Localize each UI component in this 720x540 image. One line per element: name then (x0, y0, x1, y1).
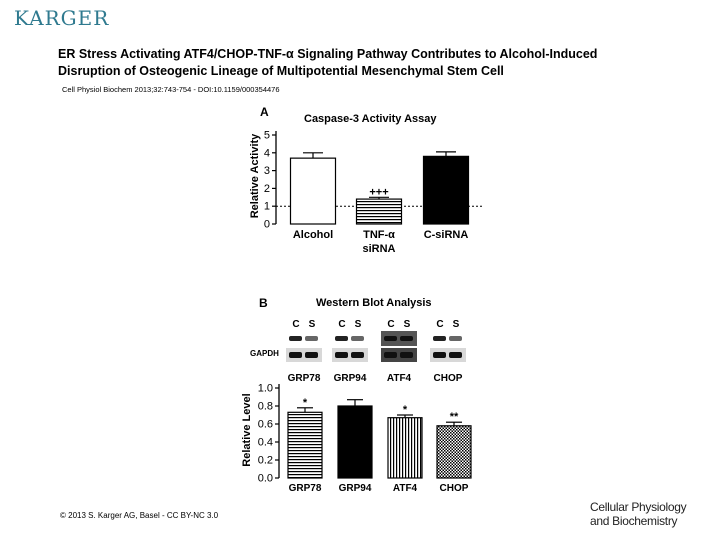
blot-lane-label: S (453, 319, 460, 330)
blot-lane-label: C (338, 319, 345, 330)
panel-a-y-tick-label: 5 (264, 130, 270, 142)
gapdh-band (351, 352, 364, 358)
panel-b-y-tick-label: 0.4 (258, 437, 273, 449)
blot-lane-label: S (404, 319, 411, 330)
panel-a-category-label: Alcohol (293, 229, 333, 241)
gapdh-band (289, 352, 302, 358)
gapdh-strip (430, 348, 466, 362)
citation: Cell Physiol Biochem 2013;32:743-754 - D… (62, 85, 280, 94)
blot-band (400, 336, 413, 341)
panel-a-y-tick-label: 2 (264, 183, 270, 195)
panel-a-category-label: siRNA (362, 243, 395, 255)
panel-b-significance-label: ** (450, 411, 459, 423)
panel-a-bar (422, 155, 470, 225)
journal-name-line-1: Cellular Physiology (590, 500, 687, 514)
journal-name: Cellular Physiology and Biochemistry (590, 500, 687, 528)
panel-a-letter: A (260, 105, 269, 119)
blot-lane-label: S (309, 319, 316, 330)
panel-b-chart: 0.0 0.2 0.4 0.6 0.8 1.0 * GRP78 GRP94 * ATF4 ** CHOP (258, 383, 472, 494)
blot-band (335, 336, 348, 341)
panel-a-y-tick-label: 4 (264, 147, 270, 159)
gapdh-label: GAPDH (250, 349, 279, 358)
gapdh-band (400, 352, 413, 358)
panel-a-significance-label: +++ (369, 186, 388, 198)
copyright: © 2013 S. Karger AG, Basel - CC BY-NC 3.… (60, 511, 219, 520)
panel-b-category-label: CHOP (440, 483, 469, 494)
blot-target-label: GRP94 (334, 373, 367, 384)
blot-target-label: ATF4 (387, 373, 412, 384)
karger-logo: KARGER (14, 6, 110, 30)
blot-lane-label: C (387, 319, 394, 330)
gapdh-band (449, 352, 462, 358)
blot-lane-label: C (292, 319, 299, 330)
blot-lane-label: C (436, 319, 443, 330)
panel-b-significance-label: * (403, 404, 408, 416)
panel-a-ylabel: Relative Activity (249, 133, 261, 218)
panel-a-y-tick-label: 1 (264, 201, 270, 213)
blot-band (433, 336, 446, 341)
panel-b-bar (337, 405, 373, 479)
gapdh-strip (286, 348, 322, 362)
gapdh-band (335, 352, 348, 358)
panel-a-title: Caspase-3 Activity Assay (304, 113, 437, 125)
panel-b-category-label: ATF4 (393, 483, 418, 494)
blot-strip (381, 331, 417, 346)
blot-band (305, 336, 318, 341)
panel-b-bar (436, 425, 472, 479)
gapdh-band (384, 352, 397, 358)
blot-target-label: CHOP (434, 373, 463, 384)
gapdh-strip (381, 348, 417, 362)
panel-b-significance-label: * (303, 397, 308, 409)
panel-a-category-label: C-siRNA (424, 229, 469, 241)
panel-a-category-label: TNF-α (363, 229, 395, 241)
panel-b-letter: B (259, 296, 268, 310)
figure-title: ER Stress Activating ATF4/CHOP-TNF-α Sig… (58, 47, 598, 78)
blot-band (289, 336, 302, 341)
blot-lane-label: S (355, 319, 362, 330)
panel-b-bar (287, 411, 323, 479)
panel-a-y-tick-label: 3 (264, 165, 270, 177)
blot-band (449, 336, 462, 341)
panel-b-y-tick-label: 0.8 (258, 401, 273, 413)
blot-target-label: GRP78 (288, 373, 321, 384)
panel-b-bar (387, 417, 423, 479)
panel-a-y-tick-label: 0 (264, 219, 270, 231)
panel-a-chart: 0 1 2 3 4 5 Alcohol +++ TNF-α siRNA C-siRNA (264, 130, 482, 255)
blot-band (351, 336, 364, 341)
panel-b-category-label: GRP78 (289, 483, 322, 494)
panel-b-y-tick-label: 0.2 (258, 455, 273, 467)
panel-a-bar (355, 198, 403, 225)
panel-b-y-tick-label: 1.0 (258, 383, 273, 395)
blot-band (384, 336, 397, 341)
panel-b-ylabel: Relative Level (241, 393, 253, 466)
panel-b-y-tick-label: 0.0 (258, 473, 273, 485)
gapdh-strip (332, 348, 368, 362)
gapdh-band (433, 352, 446, 358)
panel-a-bar (289, 157, 337, 225)
panel-b-category-label: GRP94 (339, 483, 372, 494)
panel-b-y-tick-label: 0.6 (258, 419, 273, 431)
journal-name-line-2: and Biochemistry (590, 514, 678, 528)
gapdh-band (305, 352, 318, 358)
panel-b-title: Western Blot Analysis (316, 297, 432, 309)
